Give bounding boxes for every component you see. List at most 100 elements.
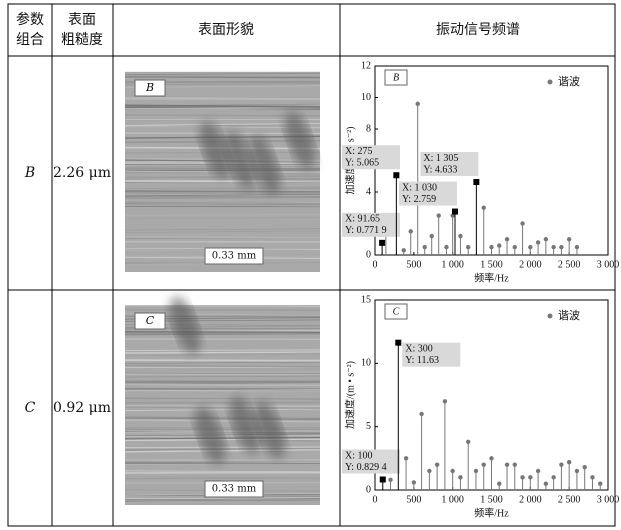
stem-marker — [473, 468, 479, 474]
texture — [124, 419, 321, 423]
plot-frame — [374, 65, 609, 256]
stem-marker — [497, 481, 502, 486]
stem-marker — [559, 462, 564, 467]
table-grid — [7, 3, 616, 527]
legend-marker — [547, 79, 553, 85]
texture — [124, 415, 321, 418]
y-tick-label: 0 — [366, 484, 371, 495]
texture — [124, 498, 321, 501]
x-tick-label: 3 000 — [597, 494, 620, 505]
y-tick-label: 10 — [361, 358, 371, 369]
roughness: 0.92 μm — [53, 400, 111, 416]
x-tick-label: 2 000 — [519, 259, 542, 270]
texture — [124, 181, 321, 184]
stem-marker — [598, 481, 603, 486]
texture — [124, 416, 321, 420]
x-tick-label: 2 000 — [519, 494, 542, 505]
chart-label: B — [393, 72, 399, 83]
stem-marker — [497, 243, 502, 248]
datatip-y: Y: 11.63 — [405, 355, 439, 366]
x-tick-label: 1 500 — [480, 259, 503, 270]
texture — [124, 203, 321, 205]
stem-marker — [415, 101, 420, 107]
stem-marker — [481, 462, 486, 467]
x-tick-label: 1 500 — [480, 494, 503, 505]
stem-marker — [566, 459, 572, 465]
texture — [124, 180, 321, 183]
header: 表面 — [68, 12, 96, 28]
stem-marker — [504, 237, 510, 242]
x-tick-label: 2 500 — [558, 494, 581, 505]
legend-label: 谐波 — [558, 74, 580, 88]
texture — [124, 186, 321, 191]
shade — [249, 136, 281, 194]
texture — [124, 368, 321, 372]
datatip-y: Y: 0.771 9 — [345, 225, 387, 236]
texture — [124, 359, 321, 362]
datatip-box — [402, 342, 461, 367]
datatip-x: X: 100 — [345, 450, 373, 461]
stem-marker — [408, 229, 413, 234]
stem-marker — [520, 221, 525, 226]
texture — [124, 228, 321, 231]
stem-marker — [481, 205, 486, 210]
datatip-y: Y: 2.759 — [402, 194, 436, 205]
surface-image: B 0.33 mm — [124, 71, 321, 272]
roughness: 2.26 μm — [53, 165, 111, 181]
stem-marker — [419, 411, 424, 417]
texture — [124, 406, 321, 409]
texture — [124, 310, 321, 313]
datatip-box — [342, 145, 400, 170]
datatip-point — [379, 239, 386, 246]
datatip-x: X: 1 030 — [402, 182, 437, 193]
texture — [124, 351, 321, 354]
texture — [124, 201, 321, 205]
datatip-point — [451, 208, 458, 215]
chart-label: C — [393, 306, 400, 317]
chart-label-box — [384, 303, 408, 320]
x-tick-label: 2 500 — [558, 259, 581, 270]
stem-marker — [411, 480, 417, 485]
x-axis-label: 频率/Hz — [474, 506, 509, 519]
y-tick-label: 15 — [361, 294, 371, 305]
scale-box — [204, 480, 264, 498]
texture — [124, 190, 321, 193]
surface-image: C 0.33 mm — [124, 296, 321, 505]
x-tick-label: 0 — [373, 494, 378, 505]
datatip-y: Y: 4.633 — [423, 164, 457, 175]
datatip-point — [379, 476, 386, 483]
stem-marker — [489, 456, 494, 461]
texture — [124, 470, 321, 473]
stem-marker — [489, 244, 494, 250]
y-tick-label: 8 — [366, 123, 371, 134]
texture — [124, 196, 321, 199]
stem-marker — [434, 462, 440, 467]
datatip-x: X: 91.65 — [345, 214, 380, 225]
stem-marker — [388, 477, 393, 483]
stem-marker — [535, 468, 541, 474]
header: 表面形貌 — [198, 22, 254, 38]
stem-marker — [566, 237, 572, 242]
datatip-point — [395, 339, 402, 346]
image-label: C — [146, 314, 155, 327]
datatip-point — [393, 172, 400, 179]
texture — [124, 72, 321, 76]
stem-marker — [528, 475, 533, 480]
texture — [124, 179, 321, 182]
stem-marker — [466, 244, 471, 250]
texture — [124, 193, 321, 197]
texture — [124, 349, 321, 351]
texture — [124, 353, 321, 357]
texture — [124, 104, 321, 108]
x-tick-label: 1 000 — [441, 259, 464, 270]
y-axis-label: 加速度/(m • s⁻²) — [343, 361, 356, 429]
datatip-x: X: 1 305 — [423, 153, 458, 164]
image-label: B — [145, 81, 154, 94]
stem-marker — [422, 244, 427, 250]
x-tick-label: 1 000 — [441, 494, 464, 505]
stem-marker — [504, 462, 510, 467]
texture — [124, 214, 321, 216]
stem-marker — [551, 244, 556, 250]
texture — [124, 390, 321, 395]
